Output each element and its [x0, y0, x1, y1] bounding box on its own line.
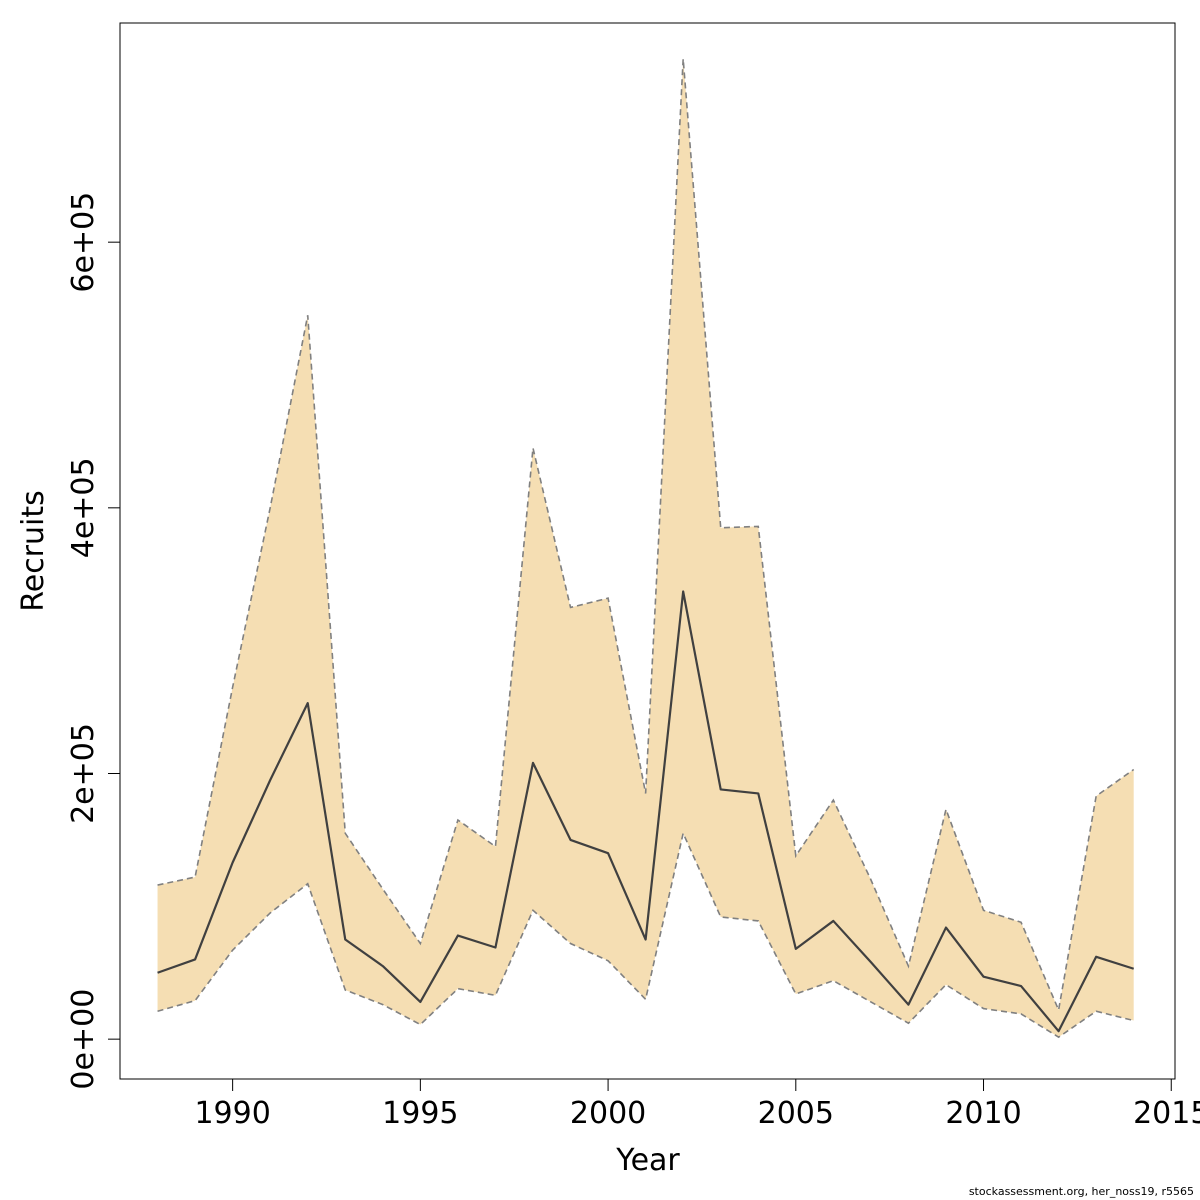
y-tick-label: 4e+05: [66, 457, 101, 558]
y-axis: 0e+00 2e+05 4e+05 6e+05: [66, 192, 121, 1090]
x-tick-label: 1995: [382, 1096, 458, 1131]
x-tick-label: 2000: [570, 1096, 646, 1131]
y-tick-label: 6e+05: [66, 192, 101, 293]
y-tick-label: 2e+05: [66, 723, 101, 824]
x-tick-label: 1990: [194, 1096, 270, 1131]
credit-text: stockassessment.org, her_noss19, r5565: [968, 1185, 1194, 1198]
x-axis-title: Year: [615, 1143, 680, 1178]
x-tick-label: 2010: [945, 1096, 1021, 1131]
upper-bound-line: [157, 58, 1135, 1013]
x-tick-label: 2005: [758, 1096, 834, 1131]
confidence-band: [157, 58, 1134, 1038]
confidence-band-layer: [157, 58, 1135, 1039]
y-tick-label: 0e+00: [66, 989, 101, 1090]
estimate-line-layer: [157, 590, 1135, 1033]
x-tick-label: 2015: [1133, 1096, 1200, 1131]
y-axis-title: Recruits: [16, 490, 51, 612]
x-axis: 1990 1995 2000 2005 2010 2015: [194, 1078, 1200, 1131]
estimate-line: [157, 590, 1135, 1033]
